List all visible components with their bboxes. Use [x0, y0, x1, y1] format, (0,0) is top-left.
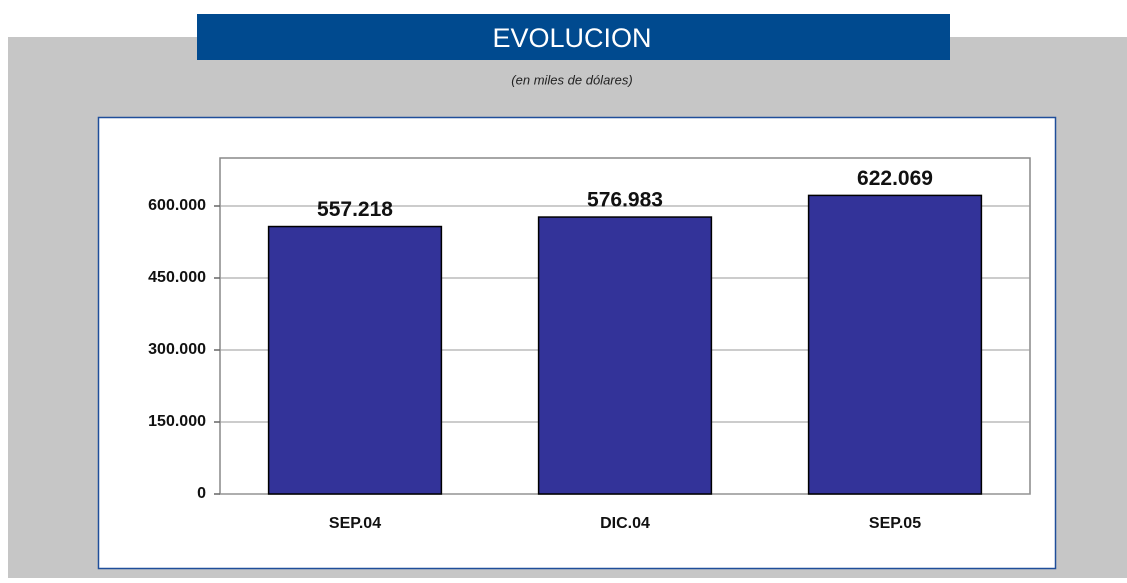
x-tick-label: SEP.05: [869, 515, 921, 532]
y-tick-label: 300.000: [148, 341, 206, 358]
value-label: 557.218: [317, 198, 393, 221]
chart-title: EVOLUCION: [492, 23, 651, 53]
title-banner: [197, 14, 950, 60]
y-tick-label: 600.000: [148, 197, 206, 214]
y-tick-label: 0: [197, 485, 206, 502]
value-label: 622.069: [857, 167, 933, 190]
x-tick-label: DIC.04: [600, 515, 650, 532]
bar: [267, 225, 443, 495]
y-tick-label: 450.000: [148, 269, 206, 286]
x-tick-label: SEP.04: [329, 515, 381, 532]
bar: [807, 194, 983, 495]
chart-subtitle: (en miles de dólares): [511, 72, 632, 87]
value-label: 576.983: [587, 189, 663, 212]
y-tick-label: 150.000: [148, 413, 206, 430]
bar: [537, 216, 713, 495]
